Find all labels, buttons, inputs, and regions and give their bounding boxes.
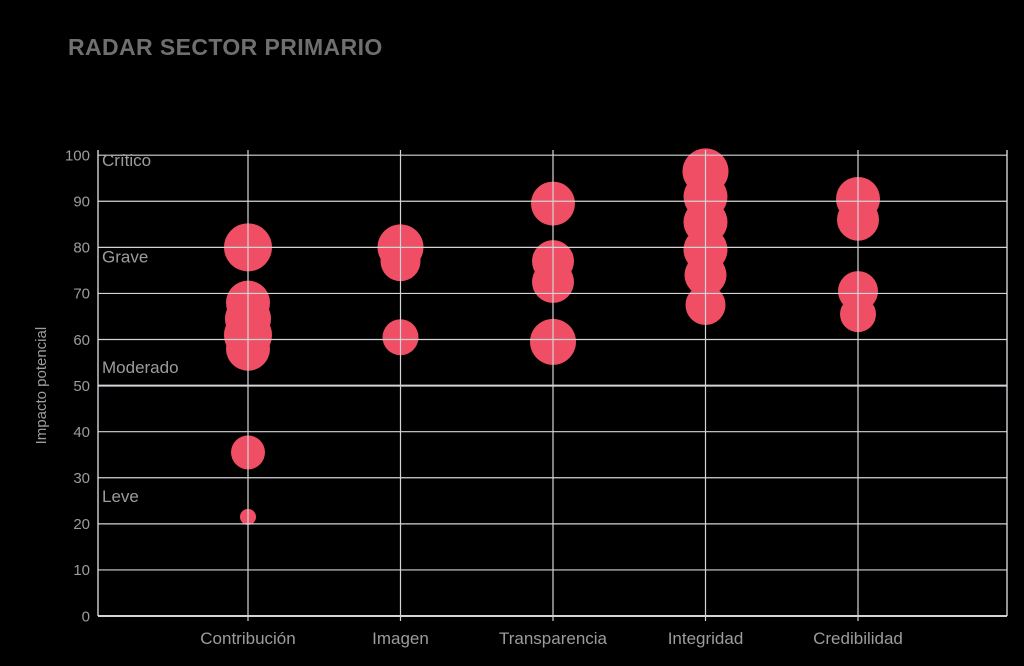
- x-category-label: Integridad: [668, 629, 744, 648]
- y-tick-label: 70: [73, 286, 90, 303]
- y-tick-label: 100: [65, 147, 90, 164]
- zone-label: Grave: [102, 248, 148, 267]
- y-tick-label: 50: [73, 378, 90, 395]
- y-tick-label: 40: [73, 424, 90, 441]
- x-category-label: Credibilidad: [813, 629, 903, 648]
- y-tick-label: 0: [82, 608, 90, 625]
- zone-label: Leve: [102, 487, 139, 506]
- y-axis-title: Impacto potencial: [33, 327, 50, 445]
- y-tick-label: 90: [73, 194, 90, 211]
- y-tick-label: 30: [73, 470, 90, 487]
- zone-label: Moderado: [102, 358, 179, 377]
- chart-title: RADAR SECTOR PRIMARIO: [68, 34, 383, 60]
- y-tick-label: 60: [73, 332, 90, 349]
- zone-label: Crítico: [102, 151, 151, 170]
- y-tick-label: 20: [73, 516, 90, 533]
- x-category-label: Imagen: [372, 629, 429, 648]
- x-category-label: Transparencia: [499, 629, 608, 648]
- y-tick-label: 80: [73, 240, 90, 257]
- x-category-label: Contribución: [200, 629, 295, 648]
- y-tick-label: 10: [73, 562, 90, 579]
